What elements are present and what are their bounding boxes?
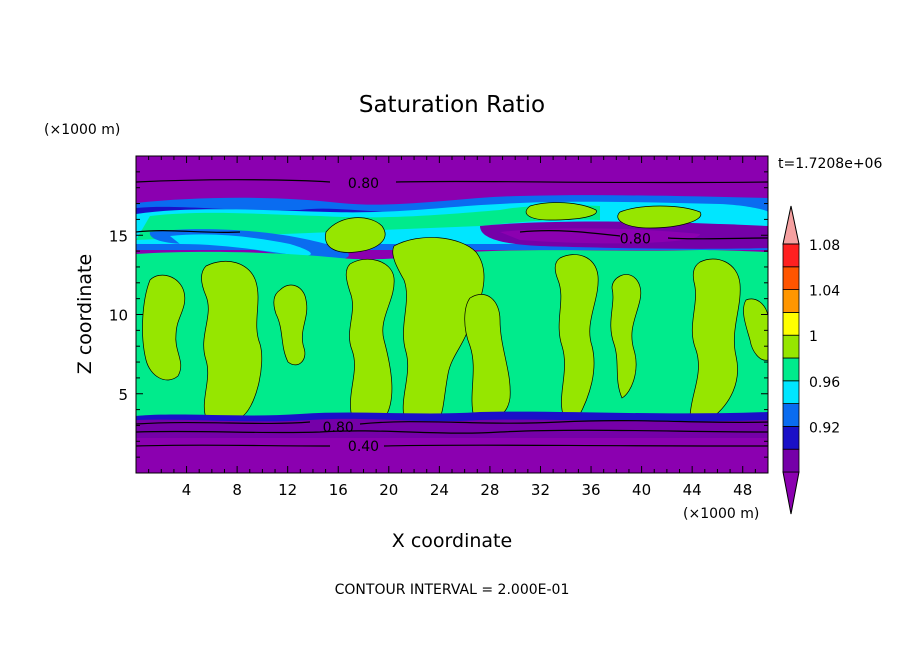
chart-title: Saturation Ratio [359, 92, 545, 118]
colorbar-band [782, 425, 800, 450]
y-unit-label: (×1000 m) [44, 122, 120, 138]
y-axis: 5 10 15 [109, 171, 768, 458]
x-tick-label: 4 [182, 481, 192, 499]
colorbar-band [782, 266, 800, 290]
x-tick-label: 16 [329, 481, 348, 499]
colorbar-band [782, 289, 800, 313]
x-tick-label: 8 [232, 481, 242, 499]
contour-label: 0.80 [348, 176, 379, 192]
x-tick-label: 40 [632, 481, 651, 499]
x-tick-label: 12 [278, 481, 297, 499]
x-tick-label: 32 [531, 481, 550, 499]
contour-lines [136, 179, 768, 447]
x-tick-label: 20 [379, 481, 398, 499]
lower-dry-layer [136, 418, 768, 438]
upper-streak-cyan [170, 234, 311, 256]
x-tick-label: 36 [581, 481, 600, 499]
x-axis: 4 8 12 16 20 24 28 32 36 40 44 48 [148, 156, 756, 499]
saturation-field: 0.80 0.80 0.80 0.40 [136, 156, 768, 473]
colorbar-level-label: 1.08 [809, 238, 840, 254]
colorbar-band [782, 380, 800, 404]
contour-label: 0.80 [620, 231, 651, 247]
colorbar-level-label: 1.04 [809, 284, 840, 300]
x-unit-label: (×1000 m) [683, 506, 759, 522]
colorbar-band [782, 243, 800, 268]
x-tick-label: 28 [480, 481, 499, 499]
colorbar-level-label: 1 [809, 329, 818, 345]
time-label: t=1.7208e+06 [778, 156, 882, 172]
colorbar-level-label: 0.96 [809, 375, 840, 391]
colorbar-band [782, 448, 800, 473]
colorbar-band [782, 357, 800, 382]
y-tick-label: 15 [109, 227, 128, 245]
x-tick-label: 44 [683, 481, 702, 499]
y-tick-label: 10 [109, 307, 128, 325]
x-tick-label: 24 [430, 481, 449, 499]
colorbar-over-triangle [782, 205, 800, 245]
colorbar: 0.92 0.96 1 1.04 1.08 [782, 205, 840, 515]
contour-label: 0.40 [348, 439, 379, 455]
x-axis-title: X coordinate [392, 530, 512, 552]
colorbar-under-triangle [782, 471, 800, 515]
contour-interval-footer: CONTOUR INTERVAL = 2.000E-01 [335, 582, 570, 598]
colorbar-band [782, 403, 800, 427]
y-axis-title: Z coordinate [74, 254, 96, 374]
contour-label-group: 0.80 0.80 0.80 0.40 [323, 176, 651, 455]
colorbar-band [782, 311, 800, 336]
cloud-cells [142, 202, 768, 419]
colorbar-level-label: 0.92 [809, 420, 840, 436]
inner-dry-core [500, 228, 700, 244]
contour-label: 0.80 [323, 420, 354, 436]
y-tick-label: 5 [118, 386, 128, 404]
x-tick-label: 48 [733, 481, 752, 499]
colorbar-band [782, 334, 800, 359]
